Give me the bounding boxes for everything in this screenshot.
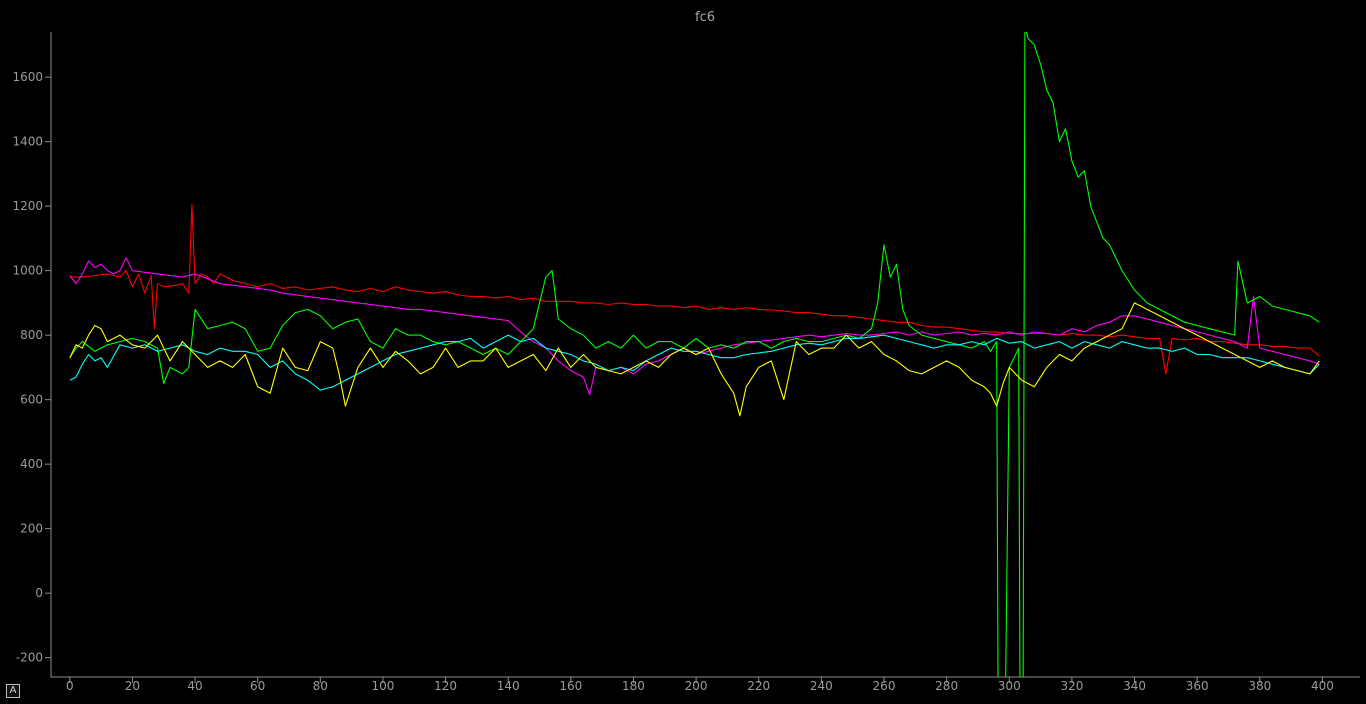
y-ticks: -200 0 200 400 600 800 1000 1200 1400 1600 [12, 70, 51, 665]
x-tick-label: 260 [873, 679, 896, 693]
x-tick-label: 60 [250, 679, 265, 693]
x-tick-label: 0 [66, 679, 74, 693]
y-tick-label: 200 [20, 522, 43, 536]
chart-title: fc6 [695, 10, 715, 25]
x-tick-label: 360 [1186, 679, 1209, 693]
x-tick-label: 160 [559, 679, 582, 693]
x-tick-label: 20 [125, 679, 140, 693]
x-ticks: 0 20 40 60 80 100 120 140 160 180 200 220 240 260 280 3… [66, 677, 1334, 693]
x-tick-label: 220 [747, 679, 770, 693]
autoscale-button[interactable]: A [6, 684, 20, 698]
x-tick-label: 400 [1311, 679, 1334, 693]
series-line-1 [69, 203, 1320, 375]
series-group [69, 32, 1320, 677]
x-tick-label: 40 [187, 679, 202, 693]
x-tick-label: 140 [497, 679, 520, 693]
y-tick-label: 1000 [12, 264, 43, 278]
x-tick-label: 300 [998, 679, 1021, 693]
y-tick-label: 400 [20, 457, 43, 471]
y-tick-label: -200 [16, 651, 43, 665]
series-line-3 [69, 32, 1320, 677]
x-tick-label: 80 [313, 679, 328, 693]
y-tick-label: 1400 [12, 135, 43, 149]
series-line-2 [69, 257, 1320, 396]
x-tick-label: 120 [434, 679, 457, 693]
x-tick-label: 380 [1248, 679, 1271, 693]
x-tick-label: 340 [1123, 679, 1146, 693]
x-tick-label: 180 [622, 679, 645, 693]
y-tick-label: 1600 [12, 70, 43, 84]
y-tick-label: 1200 [12, 199, 43, 213]
series-line-4 [69, 334, 1320, 391]
x-tick-label: 240 [810, 679, 833, 693]
y-tick-label: 800 [20, 328, 43, 342]
x-tick-label: 280 [935, 679, 958, 693]
x-tick-label: 100 [371, 679, 394, 693]
y-tick-label: 600 [20, 393, 43, 407]
series-line-5 [69, 302, 1320, 417]
x-tick-label: 200 [685, 679, 708, 693]
y-tick-label: 0 [35, 586, 43, 600]
x-tick-label: 320 [1060, 679, 1083, 693]
